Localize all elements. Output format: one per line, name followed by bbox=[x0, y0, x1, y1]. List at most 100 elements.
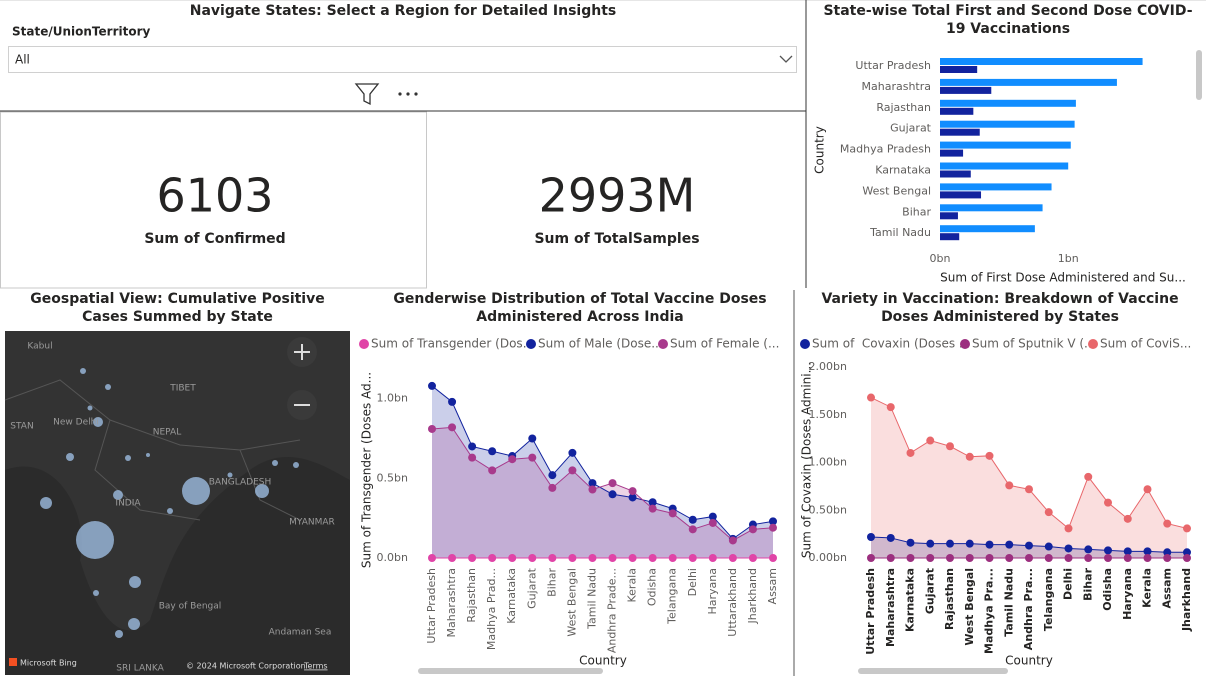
y-tick-label: 0.0bn bbox=[377, 551, 408, 564]
point bbox=[867, 532, 875, 541]
point bbox=[946, 442, 954, 451]
y-tick-label: Uttar Pradesh bbox=[855, 59, 931, 72]
dropdown[interactable] bbox=[8, 46, 797, 73]
scrollbar[interactable] bbox=[418, 668, 603, 674]
point bbox=[708, 554, 717, 562]
card-value: 6103 bbox=[156, 169, 273, 223]
bar bbox=[940, 86, 992, 94]
chevron[interactable] bbox=[779, 55, 793, 63]
x-tick-label: 1bn bbox=[1058, 252, 1079, 265]
x-tick-label: Odisha bbox=[1101, 568, 1114, 611]
zoom-in-icon[interactable] bbox=[294, 344, 310, 360]
legend-label: Sum of Transgender (Dos... bbox=[371, 337, 534, 351]
x-tick-label: Jharkhand bbox=[1180, 568, 1193, 632]
x-tick-label: Madhya Prad... bbox=[485, 568, 498, 650]
point bbox=[548, 471, 557, 480]
x-tick-label: Uttar Pradesh bbox=[864, 568, 877, 655]
point bbox=[1084, 554, 1093, 562]
filter-icon[interactable] bbox=[354, 83, 380, 106]
y-tick-label: 0.00bn bbox=[809, 551, 847, 564]
x-tick-label: Kerala bbox=[1141, 568, 1154, 608]
axis-title: Sum of First Dose Administered and Su... bbox=[940, 271, 1186, 285]
map[interactable]: Microsoft Bing © 2024 Microsoft Corporat… bbox=[4, 331, 350, 675]
point bbox=[1183, 548, 1191, 557]
x-tick-label: Jharkhand bbox=[746, 568, 759, 625]
chart-title: Variety in Vaccination: Breakdown of Vac… bbox=[821, 291, 1179, 325]
y-tick-label: West Bengal bbox=[862, 184, 931, 197]
x-tick-label: Kerala bbox=[626, 568, 639, 603]
bar bbox=[940, 141, 1071, 149]
point bbox=[668, 554, 677, 562]
scrollbar[interactable] bbox=[858, 668, 1008, 674]
point bbox=[628, 487, 637, 496]
point bbox=[906, 554, 915, 562]
point bbox=[528, 453, 537, 462]
point bbox=[728, 536, 737, 545]
x-tick-label: Gujarat bbox=[923, 568, 936, 614]
point bbox=[965, 452, 974, 461]
point bbox=[1143, 547, 1152, 556]
x-tick-label: Telangana bbox=[1042, 568, 1055, 631]
x-tick-label: Bihar bbox=[1081, 567, 1094, 600]
point bbox=[568, 448, 577, 457]
point bbox=[1104, 546, 1112, 555]
bar bbox=[940, 233, 960, 241]
x-tick-label: Assam bbox=[1160, 568, 1173, 609]
point bbox=[946, 539, 954, 548]
x-tick-label: Haryana bbox=[1121, 568, 1134, 620]
bar bbox=[940, 225, 1035, 233]
y-tick-label: 1.0bn bbox=[377, 392, 408, 405]
axis-title: Country bbox=[579, 654, 627, 668]
x-tick-label: Rajasthan bbox=[943, 568, 956, 630]
x-tick-label: Uttarakhand bbox=[726, 568, 739, 637]
y-tick-label: 0.50bn bbox=[809, 503, 847, 516]
x-tick-label: West Bengal bbox=[565, 568, 578, 637]
point bbox=[886, 403, 895, 412]
x-tick-label: Gujarat bbox=[525, 567, 538, 609]
x-tick-label: Karnataka bbox=[505, 568, 518, 624]
x-tick-label: Assam bbox=[766, 568, 779, 604]
point bbox=[1005, 540, 1014, 549]
point bbox=[1025, 541, 1033, 550]
scrollbar[interactable] bbox=[1196, 50, 1202, 100]
bar bbox=[940, 99, 1076, 107]
point bbox=[1084, 545, 1093, 554]
map-label: New Delhi bbox=[53, 418, 99, 428]
point bbox=[1025, 485, 1033, 494]
map-label: STAN bbox=[10, 422, 33, 432]
bing-logo bbox=[9, 658, 17, 666]
point bbox=[1143, 554, 1152, 562]
legend-label: Sum of Female (... bbox=[670, 337, 779, 351]
point bbox=[688, 554, 697, 562]
map-label: Andaman Sea bbox=[269, 628, 332, 638]
point bbox=[448, 423, 457, 432]
point bbox=[769, 554, 777, 562]
axis-title: Country bbox=[813, 126, 827, 174]
point bbox=[528, 434, 537, 443]
chart-title: Genderwise Distribution of Total Vaccine… bbox=[393, 291, 767, 325]
more-options[interactable] bbox=[398, 92, 418, 96]
point bbox=[568, 466, 577, 475]
point bbox=[926, 554, 935, 562]
x-tick-label: 0bn bbox=[930, 252, 951, 265]
x-tick-label: Haryana bbox=[706, 568, 719, 615]
axis-title: Sum of Transgender (Doses Ad... bbox=[360, 372, 374, 568]
bar bbox=[940, 162, 1069, 170]
slicer-title: Navigate States: Select a Region for Det… bbox=[189, 3, 617, 19]
point bbox=[1183, 554, 1191, 562]
map-terms[interactable]: Terms bbox=[303, 662, 328, 671]
point bbox=[886, 533, 895, 542]
point bbox=[1005, 554, 1014, 562]
legend-marker bbox=[800, 339, 810, 349]
point bbox=[428, 424, 436, 433]
point bbox=[728, 554, 737, 562]
point bbox=[1044, 554, 1053, 562]
point bbox=[965, 539, 974, 548]
point bbox=[985, 451, 994, 460]
point bbox=[548, 554, 557, 562]
dropdown-value[interactable]: All bbox=[15, 53, 30, 67]
bar bbox=[940, 120, 1075, 128]
point bbox=[588, 479, 597, 488]
